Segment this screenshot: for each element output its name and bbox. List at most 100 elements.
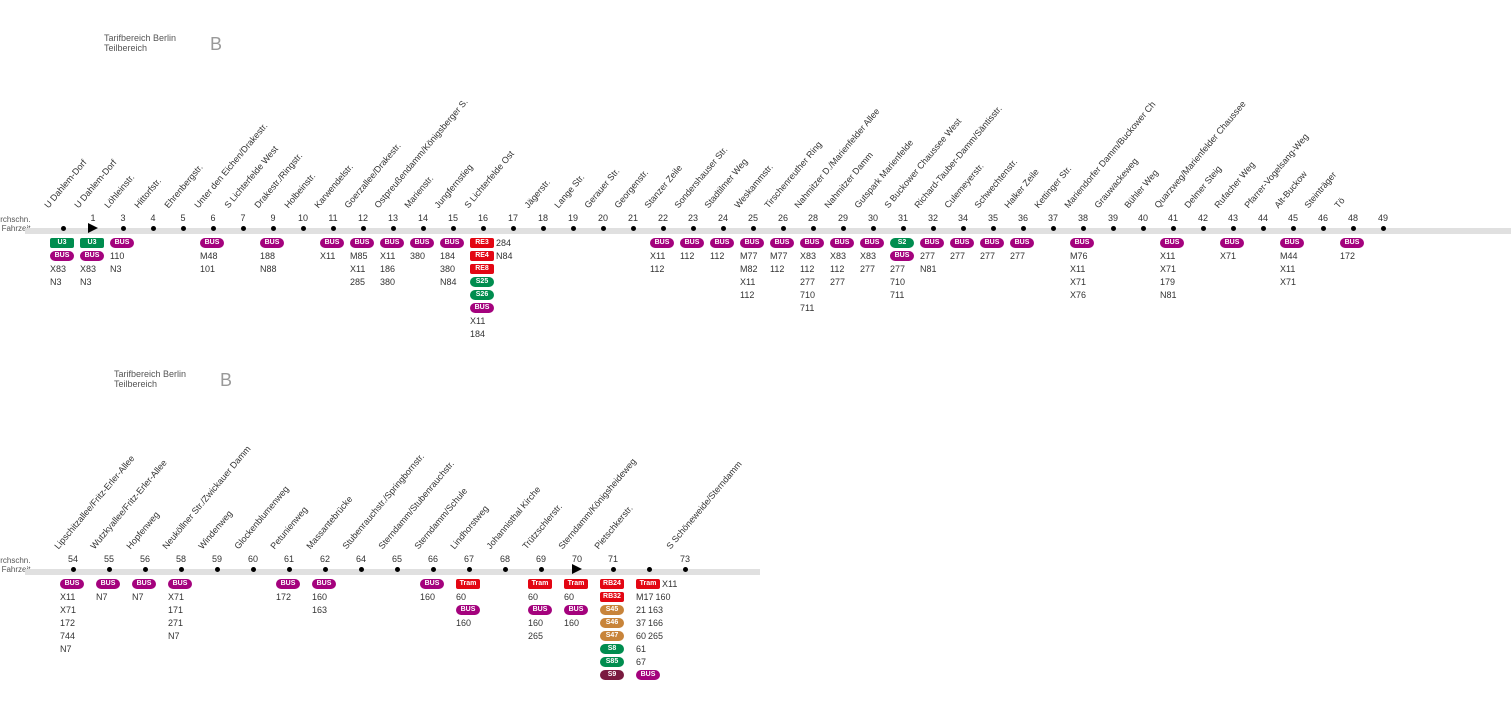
- stop-time: 58: [168, 554, 194, 564]
- stop-time: 26: [770, 213, 796, 223]
- connection-text: X71: [1280, 277, 1296, 287]
- connection-row: 711: [800, 301, 860, 314]
- stop-time: 59: [204, 554, 230, 564]
- line-badge: BUS: [650, 238, 674, 248]
- connections: BUSX71: [1220, 236, 1280, 262]
- connection-row: N7: [60, 642, 120, 655]
- stop-time: 11: [320, 213, 346, 223]
- stop-dot: [1021, 226, 1026, 231]
- connection-text: 160: [312, 592, 327, 602]
- connection-text: 101: [200, 264, 215, 274]
- stop-time: 31: [890, 213, 916, 223]
- connection-text: 60: [528, 592, 538, 602]
- line-badge: S2: [890, 238, 914, 248]
- stop-dot: [721, 226, 726, 231]
- stop-time: 61: [276, 554, 302, 564]
- stop-dot: [467, 567, 472, 572]
- connection-text: N7: [96, 592, 108, 602]
- connection-row: BUS: [168, 577, 228, 590]
- line-badge: BUS: [420, 579, 444, 589]
- stop-time: 46: [1310, 213, 1336, 223]
- stop-name: Windenweg: [196, 509, 234, 551]
- connection-text: 112: [800, 264, 814, 274]
- connection-row: X71: [1220, 249, 1280, 262]
- connection-text: 21: [636, 605, 646, 615]
- line-badge: S85: [600, 657, 624, 667]
- stop-dot: [359, 567, 364, 572]
- stop-name: Jägerstr.: [522, 177, 552, 210]
- connection-row: TramX11: [636, 577, 696, 590]
- connection-row: N3: [80, 275, 140, 288]
- stop-dot: [1291, 226, 1296, 231]
- line-badge: BUS: [680, 238, 704, 248]
- connection-text: X71: [168, 592, 184, 602]
- stop-time: 35: [980, 213, 1006, 223]
- connections: TramX11M171602116337166602656167BUS: [636, 577, 696, 681]
- connection-text: 110: [110, 251, 124, 261]
- connection-text: X11: [740, 277, 755, 287]
- stop-time: 22: [650, 213, 676, 223]
- connection-row: N88: [260, 262, 320, 275]
- stop-time: 20: [590, 213, 616, 223]
- connection-row: 179: [1160, 275, 1220, 288]
- stop-time: 64: [348, 554, 374, 564]
- line-badge: BUS: [1010, 238, 1034, 248]
- line-badge: BUS: [440, 238, 464, 248]
- connection-text: 710: [890, 277, 905, 287]
- connection-row: N7: [168, 629, 228, 642]
- connections: BUSM48101: [200, 236, 260, 275]
- stop-dot: [1111, 226, 1116, 231]
- connection-text: 380: [410, 251, 425, 261]
- stop-time: 30: [860, 213, 886, 223]
- stop-dot: [571, 226, 576, 231]
- line-badge: BUS: [50, 251, 74, 261]
- connection-row: 110: [110, 249, 170, 262]
- stop-time: 32: [920, 213, 946, 223]
- line-badge: BUS: [636, 670, 660, 680]
- connection-text: 186: [380, 264, 395, 274]
- connection-text: X71: [1160, 264, 1176, 274]
- connection-row: 710: [890, 275, 950, 288]
- connection-text: 710: [800, 290, 815, 300]
- stop-dot: [151, 226, 156, 231]
- connection-text: X11: [650, 251, 665, 261]
- stop-dot: [1321, 226, 1326, 231]
- line-badge: BUS: [770, 238, 794, 248]
- stop-time: 25: [740, 213, 766, 223]
- connection-text: 171: [168, 605, 183, 615]
- stop-dot: [431, 567, 436, 572]
- connection-text: 277: [920, 251, 935, 261]
- connection-row: N3: [110, 262, 170, 275]
- connection-text: 184: [470, 329, 485, 339]
- line-badge: S25: [470, 277, 494, 287]
- stop-time: 66: [420, 554, 446, 564]
- stop-dot: [811, 226, 816, 231]
- stop-time: 9: [260, 213, 286, 223]
- stop-time: 36: [1010, 213, 1036, 223]
- line-badge: BUS: [80, 251, 104, 261]
- connection-text: 711: [890, 290, 904, 300]
- connection-extra: N84: [496, 251, 513, 261]
- connection-text: N7: [60, 644, 72, 654]
- stop-time: 44: [1250, 213, 1276, 223]
- stop-dot: [601, 226, 606, 231]
- line-badge: BUS: [564, 605, 588, 615]
- connection-text: N81: [920, 264, 937, 274]
- connection-text: N3: [110, 264, 122, 274]
- connection-text: 112: [830, 264, 844, 274]
- connection-text: 172: [1340, 251, 1355, 261]
- line-badge: BUS: [1070, 238, 1094, 248]
- connection-text: 112: [740, 290, 754, 300]
- connection-row: 37166: [636, 616, 696, 629]
- stop-time: 45: [1280, 213, 1306, 223]
- connection-row: BUS: [1010, 236, 1070, 249]
- connection-text: X71: [60, 605, 76, 615]
- connection-row: 21163: [636, 603, 696, 616]
- connection-row: 710: [800, 288, 860, 301]
- connection-extra: 163: [648, 605, 663, 615]
- connection-text: 160: [564, 618, 579, 628]
- connection-text: N88: [260, 264, 277, 274]
- line-badge: BUS: [260, 238, 284, 248]
- stop-time: 71: [600, 554, 626, 564]
- stop-name: Hittorfstr.: [132, 176, 163, 210]
